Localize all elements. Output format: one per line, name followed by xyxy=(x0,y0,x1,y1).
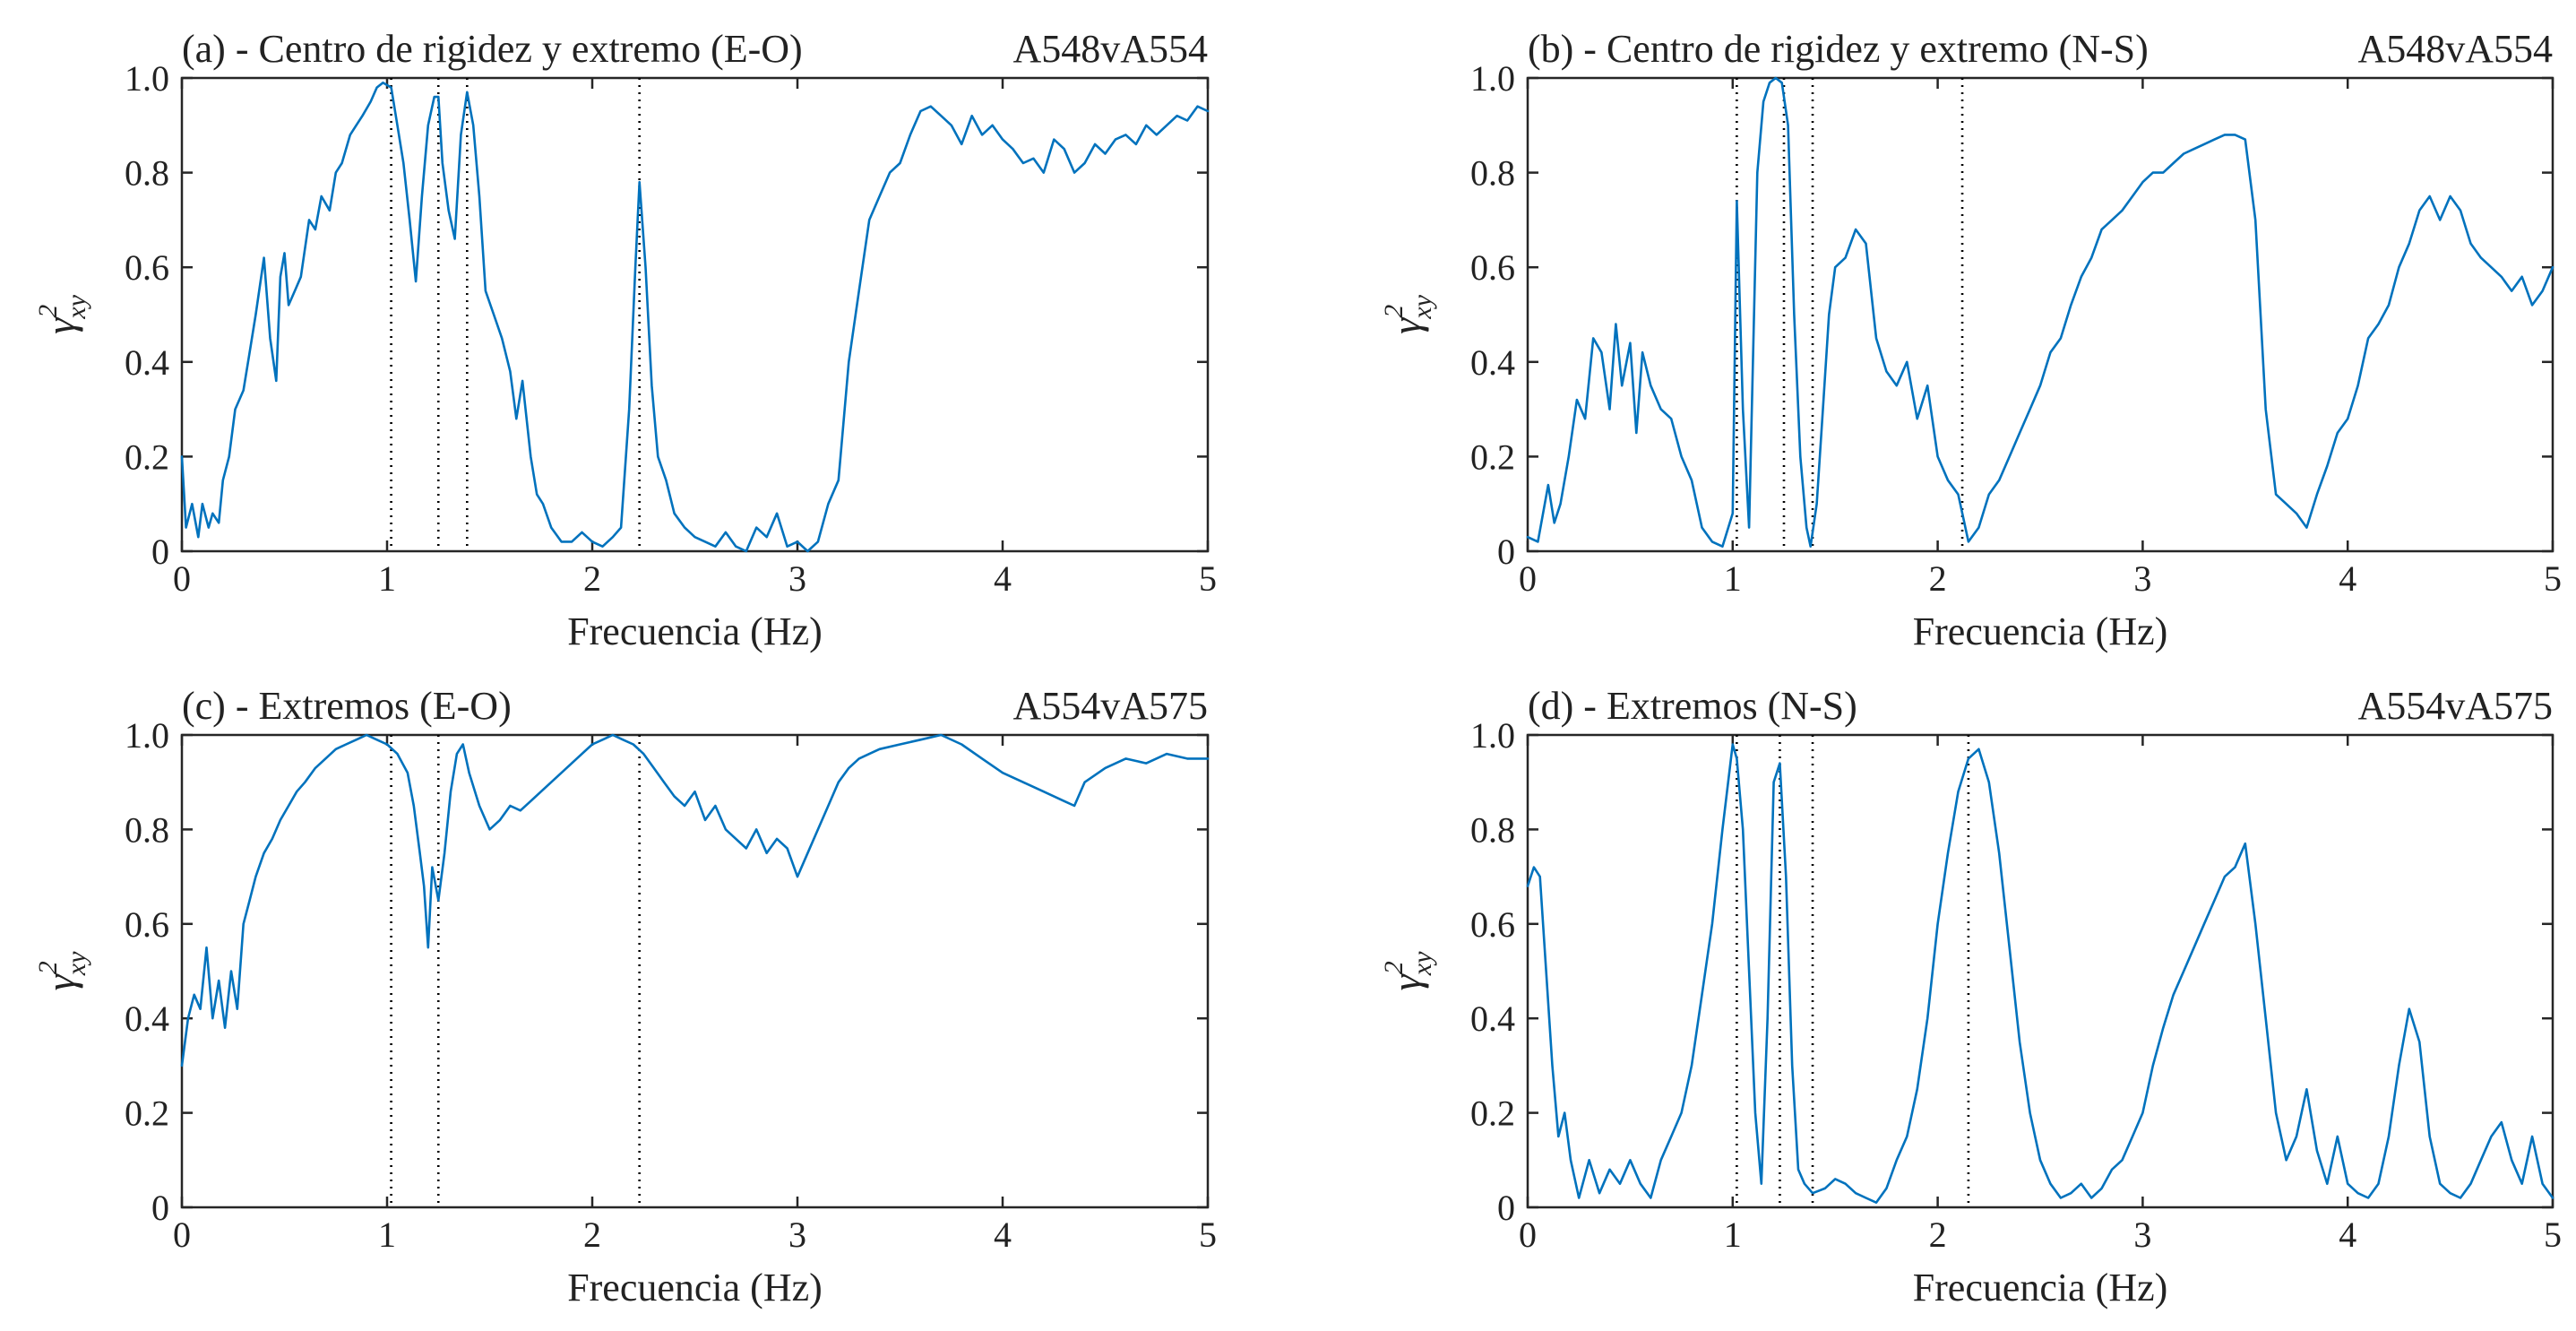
x-tick-label: 5 xyxy=(2544,1214,2562,1255)
panel-d: 0 1 2 3 4 5 0 0.2 0.4 0.6 0.8 1.0 (d) - Extremos (N-… xyxy=(1379,684,2562,1309)
x-tick-label: 0 xyxy=(1519,558,1537,599)
x-tick-label: 5 xyxy=(2544,558,2562,599)
y-tick-label: 0.2 xyxy=(125,436,169,477)
x-tick-label: 1 xyxy=(1724,1214,1742,1255)
y-tick-label: 0.8 xyxy=(1470,809,1515,850)
y-tick-label: 0.6 xyxy=(125,247,169,288)
panel-c: 0 1 2 3 4 5 0 0.2 0.4 0.6 0.8 1.0 (c) - Extremos (E-… xyxy=(33,684,1217,1309)
x-tick-label: 0 xyxy=(173,1214,191,1255)
y-tick-label: 0.2 xyxy=(125,1093,169,1134)
y-axis-title: γ2xy xyxy=(1379,294,1437,333)
plot-frame xyxy=(1526,76,2554,553)
y-tick-label: 0 xyxy=(1497,1188,1515,1228)
panel-title: (c) - Extremos (E-O) xyxy=(182,684,512,728)
x-tick-label: 3 xyxy=(788,1214,806,1255)
y-tick-label: 0 xyxy=(151,532,169,572)
panel-title: (a) - Centro de rigidez y extremo (E-O) xyxy=(182,27,803,71)
record-pair-label: A548vA554 xyxy=(1012,27,1208,71)
y-tick-label: 0.4 xyxy=(1470,998,1515,1039)
plot-frame xyxy=(1526,733,2554,1209)
y-tick-label: 0.4 xyxy=(125,342,169,383)
panel-b: 0 1 2 3 4 5 0 0.2 0.4 0.6 0.8 1.0 (b) - Centro de ri… xyxy=(1379,27,2562,653)
y-axis-title: γ2xy xyxy=(1379,951,1437,990)
x-tick-label: 4 xyxy=(994,1214,1012,1255)
panel-a: 0 1 2 3 4 5 0 0.2 0.4 0.6 0.8 1.0 (a) - Centro de ri… xyxy=(33,27,1217,653)
y-tick-label: 0.2 xyxy=(1470,436,1515,477)
coherence-series-line xyxy=(180,733,1210,1067)
x-tick-label: 4 xyxy=(994,558,1012,599)
y-axis-title: γ2xy xyxy=(33,294,91,333)
panel-title: (b) - Centro de rigidez y extremo (N-S) xyxy=(1528,27,2149,71)
y-tick-label: 0.4 xyxy=(1470,342,1515,383)
x-tick-label: 1 xyxy=(378,558,396,599)
x-tick-label: 5 xyxy=(1199,558,1217,599)
x-tick-label: 2 xyxy=(583,1214,601,1255)
x-tick-label: 5 xyxy=(1199,1214,1217,1255)
panel-title: (d) - Extremos (N-S) xyxy=(1528,684,1857,728)
x-tick-label: 4 xyxy=(2339,1214,2356,1255)
y-tick-label: 0.2 xyxy=(1470,1093,1515,1134)
y-tick-label: 0 xyxy=(1497,532,1515,572)
y-tick-label: 0.6 xyxy=(125,904,169,945)
y-tick-label: 0.6 xyxy=(1470,247,1515,288)
x-tick-label: 0 xyxy=(173,558,191,599)
x-axis-title: Frecuencia (Hz) xyxy=(567,609,823,653)
coherence-series-line xyxy=(1526,76,2554,549)
y-tick-label: 1.0 xyxy=(125,58,169,99)
x-tick-label: 2 xyxy=(1929,558,1947,599)
record-pair-label: A554vA575 xyxy=(2357,684,2553,728)
x-tick-label: 1 xyxy=(378,1214,396,1255)
y-tick-label: 1.0 xyxy=(1470,58,1515,99)
x-tick-label: 0 xyxy=(1519,1214,1537,1255)
y-tick-label: 0 xyxy=(151,1188,169,1228)
x-tick-label: 4 xyxy=(2339,558,2356,599)
x-tick-label: 3 xyxy=(788,558,806,599)
coherence-series-line xyxy=(180,82,1210,553)
x-axis-title: Frecuencia (Hz) xyxy=(1913,1266,2168,1309)
y-tick-label: 1.0 xyxy=(1470,715,1515,756)
y-tick-label: 0.4 xyxy=(125,998,169,1039)
y-tick-label: 0.8 xyxy=(1470,153,1515,194)
y-axis-title: γ2xy xyxy=(33,951,91,990)
x-tick-label: 3 xyxy=(2133,1214,2151,1255)
coherence-series-line xyxy=(1526,743,2554,1204)
x-tick-label: 2 xyxy=(583,558,601,599)
record-pair-label: A554vA575 xyxy=(1012,684,1208,728)
y-tick-label: 1.0 xyxy=(125,715,169,756)
x-tick-label: 2 xyxy=(1929,1214,1947,1255)
record-pair-label: A548vA554 xyxy=(2357,27,2553,71)
y-tick-label: 0.8 xyxy=(125,809,169,850)
plot-frame xyxy=(180,76,1210,553)
x-axis-title: Frecuencia (Hz) xyxy=(567,1266,823,1309)
plot-frame xyxy=(180,733,1210,1209)
y-tick-label: 0.8 xyxy=(125,153,169,194)
x-tick-label: 1 xyxy=(1724,558,1742,599)
y-tick-label: 0.6 xyxy=(1470,904,1515,945)
x-axis-title: Frecuencia (Hz) xyxy=(1913,609,2168,653)
x-tick-label: 3 xyxy=(2133,558,2151,599)
